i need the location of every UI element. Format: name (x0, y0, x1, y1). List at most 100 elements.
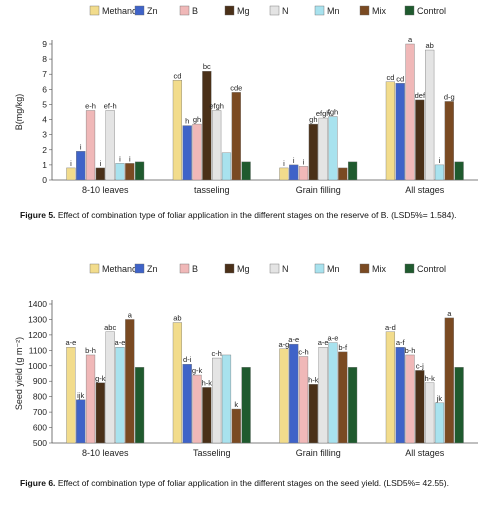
bar-mn (434, 402, 445, 444)
bar-methanol (66, 347, 76, 444)
legend-swatch-n (269, 263, 280, 274)
category-label: Grain filling (296, 448, 341, 458)
legend-swatch-mix (359, 5, 370, 16)
y-tick-label: 0 (42, 175, 47, 185)
data-label: i (70, 159, 72, 168)
bar-methanol (279, 348, 289, 444)
legend-swatch-mn (314, 263, 325, 274)
category-label: Tasseling (193, 448, 231, 458)
legend-item-n: N (269, 263, 289, 274)
legend-swatch-mg (224, 263, 235, 274)
data-label: b-h (405, 346, 416, 355)
y-tick-label: 600 (33, 423, 47, 433)
y-tick-label: 9 (42, 39, 47, 49)
bar-methanol (172, 322, 183, 444)
data-label: c-h (298, 348, 308, 357)
y-tick-label: 700 (33, 407, 47, 417)
data-label: gh (309, 115, 317, 124)
y-tick-label: 1000 (28, 361, 47, 371)
data-label: a-f (396, 338, 406, 347)
data-label: jk (436, 394, 443, 403)
bar-group-all-stages: a-da-fb-hc-jh-k jk a All stages (385, 309, 464, 458)
bar-b (405, 43, 415, 181)
data-label: a-e (115, 338, 126, 347)
data-label: abc (104, 323, 116, 332)
legend-swatch-b (179, 263, 190, 274)
y-tick-label: 900 (33, 376, 47, 386)
bar-methanol (172, 80, 183, 181)
category-label: tasseling (194, 185, 230, 195)
y-tick-label: 1200 (28, 330, 47, 340)
category-label: Grain filling (296, 185, 341, 195)
category-label: 8-10 leaves (82, 185, 129, 195)
legend-item-control: Control (404, 5, 446, 16)
legend-swatch-control (404, 263, 415, 274)
bar-control (134, 367, 145, 444)
bar-zn (182, 364, 192, 444)
data-label: i (129, 154, 131, 163)
legend-label-mg: Mg (237, 6, 250, 16)
bar-n (105, 110, 115, 181)
data-label: a (408, 35, 413, 44)
seed-yield-chart: Methanol Zn B Mg N Mn Mix Control 500 600 700 800 90… (14, 263, 478, 458)
data-label: ijk (77, 391, 84, 400)
bar-methanol (66, 167, 76, 181)
bar-methanol (385, 81, 396, 181)
data-label: c-h (211, 349, 221, 358)
bar-mix (231, 408, 241, 444)
legend-label-n: N (282, 6, 289, 16)
data-label: h-k (202, 378, 213, 387)
legend-item-zn: Zn (134, 5, 158, 16)
data-label: i (283, 159, 285, 168)
legend-label-zn: Zn (147, 264, 158, 274)
legend-item-methanol: Methanol (89, 263, 139, 274)
legend-label-mn: Mn (327, 6, 340, 16)
data-label: i (80, 142, 82, 151)
bar-mn (221, 354, 232, 444)
data-label: ab (173, 314, 181, 323)
data-label: a (447, 309, 452, 318)
legend-label-control: Control (417, 264, 446, 274)
bar-group-8-10-leaves: a-e ijk b-h g-k abc a-e a 8-10 leaves (65, 310, 145, 458)
bar-mix (125, 319, 135, 444)
bar-n (318, 117, 328, 181)
bar-b (405, 354, 415, 444)
y-tick-label: 2 (42, 145, 47, 155)
bar-zn (182, 125, 192, 181)
legend-swatch-mg (224, 5, 235, 16)
y-tick-label: 3 (42, 130, 47, 140)
data-label: cd (173, 71, 181, 80)
y-tick-label: 5 (42, 99, 47, 109)
data-label: i (303, 157, 305, 166)
bar-mg (308, 384, 318, 444)
legend-item-mg: Mg (224, 263, 250, 274)
data-label: b-f (338, 343, 348, 352)
data-label: bc (203, 62, 211, 71)
legend-label-methanol: Methanol (102, 6, 139, 16)
legend-item-mix: Mix (359, 263, 386, 274)
bar-mg (202, 70, 212, 181)
legend-item-mn: Mn (314, 5, 340, 16)
y-tick-label: 6 (42, 84, 47, 94)
legend-swatch-n (269, 5, 280, 16)
bar-b (298, 356, 309, 444)
legend-item-b: B (179, 263, 198, 274)
bar-n (425, 382, 435, 444)
legend-item-control: Control (404, 263, 446, 274)
legend-label-mn: Mn (327, 264, 340, 274)
bar-b (85, 354, 96, 444)
legend-swatch-zn (134, 5, 145, 16)
bar-control (134, 161, 145, 181)
legend-item-mn: Mn (314, 263, 340, 274)
bar-group-tasseling: ab d-ig-k h-k c-h k Tasseling (172, 314, 251, 458)
y-tick-label: 7 (42, 69, 47, 79)
data-label: h-k (424, 374, 435, 383)
data-label: efgh (209, 101, 224, 110)
data-label: a-e (288, 335, 299, 344)
figure-6-caption: Figure 6. Effect of combination type of … (20, 478, 482, 489)
bar-mn (115, 347, 125, 444)
